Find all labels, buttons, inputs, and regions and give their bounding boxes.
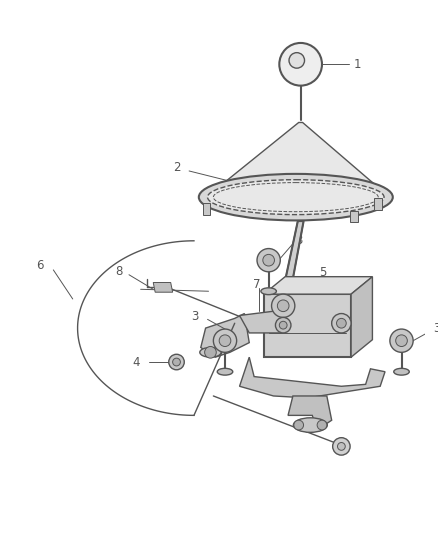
Polygon shape — [153, 282, 173, 292]
Circle shape — [338, 442, 345, 450]
Text: 3: 3 — [434, 321, 438, 335]
Polygon shape — [350, 211, 358, 222]
Text: 1: 1 — [354, 58, 361, 71]
Text: 3: 3 — [191, 310, 198, 323]
Ellipse shape — [293, 418, 327, 432]
Text: 6: 6 — [36, 259, 44, 271]
Circle shape — [289, 53, 304, 68]
Circle shape — [277, 300, 289, 312]
Circle shape — [205, 346, 216, 358]
Text: 3: 3 — [295, 235, 302, 247]
Polygon shape — [203, 203, 210, 215]
Text: 8: 8 — [115, 265, 122, 278]
Polygon shape — [264, 294, 351, 357]
Circle shape — [396, 335, 407, 346]
Circle shape — [257, 248, 280, 272]
Ellipse shape — [394, 368, 409, 375]
Polygon shape — [282, 221, 304, 294]
Circle shape — [332, 438, 350, 455]
Circle shape — [279, 43, 322, 86]
Circle shape — [390, 329, 413, 352]
Circle shape — [336, 318, 346, 328]
Ellipse shape — [199, 174, 393, 221]
Polygon shape — [204, 123, 388, 202]
Circle shape — [173, 358, 180, 366]
Polygon shape — [374, 198, 382, 210]
Circle shape — [317, 420, 327, 430]
Text: 7: 7 — [253, 278, 261, 291]
Text: 4: 4 — [132, 356, 140, 368]
Circle shape — [263, 254, 275, 266]
Circle shape — [332, 313, 351, 333]
Ellipse shape — [200, 348, 221, 357]
Circle shape — [272, 294, 295, 318]
Polygon shape — [288, 396, 332, 430]
Polygon shape — [240, 311, 288, 333]
Circle shape — [213, 329, 237, 352]
Circle shape — [294, 420, 304, 430]
Text: 5: 5 — [319, 266, 326, 279]
Ellipse shape — [217, 368, 233, 375]
Circle shape — [169, 354, 184, 370]
Circle shape — [279, 321, 287, 329]
Polygon shape — [240, 357, 385, 398]
Circle shape — [276, 318, 291, 333]
Polygon shape — [201, 313, 249, 357]
Ellipse shape — [261, 288, 276, 295]
Circle shape — [219, 335, 231, 346]
Polygon shape — [351, 277, 372, 357]
Text: 2: 2 — [173, 160, 180, 174]
Polygon shape — [264, 277, 372, 294]
Ellipse shape — [208, 180, 384, 215]
